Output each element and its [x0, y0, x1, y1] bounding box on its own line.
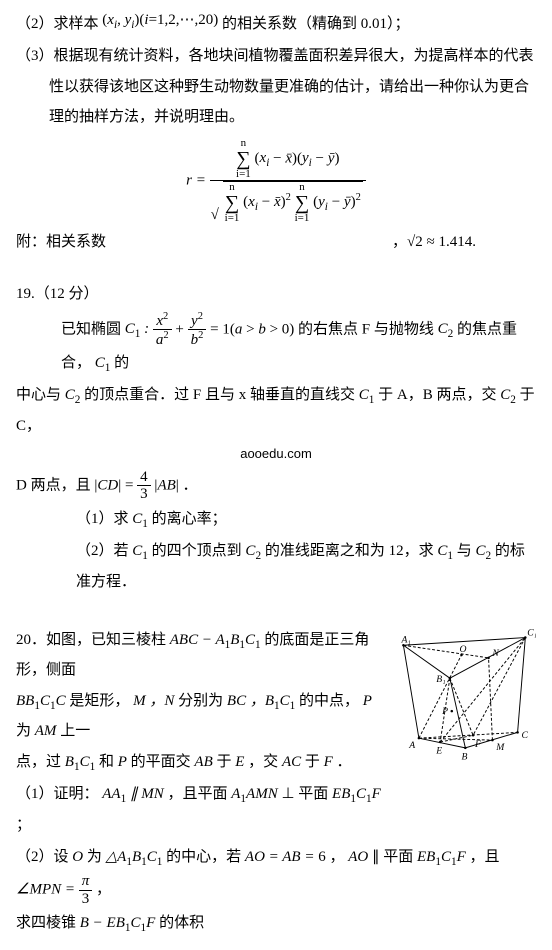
- svg-text:E: E: [435, 746, 442, 757]
- q20-l1a: 20．如图，已知三棱柱: [16, 632, 166, 648]
- q20-s3: 求四棱锥 B − EB1C1F 的体积: [16, 909, 536, 939]
- q19-head: 19.（12 分）: [16, 280, 536, 309]
- svg-text:M: M: [495, 742, 505, 753]
- svg-text:C₁: C₁: [527, 628, 536, 639]
- q18-p2-lead: （2）求样本: [16, 16, 99, 32]
- q20-l1: 20．如图，已知三棱柱 ABC − A1B1C1 的底面是正三角形，侧面: [16, 626, 382, 685]
- svg-text:A: A: [408, 740, 415, 751]
- q19-l2: 中心与 C2 的顶点重合．过 F 且与 x 轴垂直的直线交 C1 于 A，B 两…: [16, 381, 536, 440]
- q19-s2: （2）若 C1 的四个顶点到 C2 的准线距离之和为 12，求 C1 与 C2 …: [16, 537, 536, 596]
- q18-part2: （2）求样本 (xi, yi)(i=1,2,⋯,20) 的相关系数（精确到 0.…: [16, 10, 536, 40]
- q20-s1: （1）证明： AA1 ∥ MN ，且平面 A1AMN ⊥ 平面 EB1C1F ；: [16, 780, 382, 839]
- q19-C2a: C2: [438, 321, 454, 337]
- svg-text:P: P: [441, 706, 448, 717]
- q18-comma: ，: [392, 228, 407, 257]
- svg-text:B₁: B₁: [436, 674, 445, 685]
- q20-s2: （2）设 O 为 △A1B1C1 的中心，若 AO = AB = 6 ， AO …: [16, 843, 536, 907]
- q19-l2c: 于 A，B 两点，交: [378, 387, 496, 403]
- q18-part3-l3: 理的抽样方法，并说明理由。: [16, 103, 536, 132]
- q19-s1: （1）求 C1 的离心率；: [16, 505, 536, 535]
- q20-figure: A B C A₁ B₁ C₁ E F M N O P: [386, 624, 536, 764]
- r-equals: r =: [186, 172, 206, 188]
- q19-s2-lead: （2）若: [76, 543, 129, 559]
- q19-l3end: ．: [183, 477, 198, 493]
- svg-text:B: B: [461, 752, 467, 760]
- q18-part3-l1: （3）根据现有统计资料，各地块间植物覆盖面积差异很大，为提高样本的代表: [16, 42, 536, 71]
- q18-part3-l2: 性以获得该地区这种野生动物数量更准确的估计，请给出一种你认为更合: [16, 73, 536, 102]
- q19-l2b: 的顶点重合．过 F 且与 x 轴垂直的直线交: [84, 387, 355, 403]
- q18-appendix-label: 附：相关系数: [16, 228, 106, 257]
- q19-l2a: 中心与: [16, 387, 61, 403]
- q18-formula-r: r = n∑i=1 (xi − x̄)(yi − ȳ) n∑i=1 (xi − …: [16, 138, 536, 224]
- q19-l1b: 的右焦点 F 与抛物线: [298, 321, 434, 337]
- svg-text:F: F: [474, 739, 481, 750]
- q19-cond: = 1(a > b > 0): [210, 321, 294, 337]
- prism-diagram: A B C A₁ B₁ C₁ E F M N O P: [386, 624, 536, 759]
- svg-text:A₁: A₁: [400, 634, 410, 645]
- q19-l3a: D 两点，且: [16, 477, 91, 493]
- q19-s1-lead: （1）求: [76, 511, 129, 527]
- q19-C1a: C1: [95, 355, 111, 371]
- q18-period: .: [472, 228, 476, 257]
- q20-l2: BB1C1C 是矩形， M ，N 分别为 BC ，B1C1 的中点， P 为 A…: [16, 687, 382, 746]
- q18-sqrt2: √2 ≈ 1.414: [407, 228, 472, 257]
- svg-text:O: O: [460, 644, 467, 655]
- q19-l3: D 两点，且 |CD| = 43 |AB| ．: [16, 469, 536, 503]
- q18-p2-tail: 的相关系数（精确到 0.01）；: [222, 16, 410, 32]
- q20-prism: ABC − A1B1C1: [170, 632, 261, 648]
- q19-l1: 已知椭圆 C1 : x2a2 + y2b2 = 1(a > b > 0) 的右焦…: [16, 311, 536, 379]
- svg-text:N: N: [491, 648, 499, 659]
- svg-text:C: C: [521, 730, 528, 741]
- r-fraction: n∑i=1 (xi − x̄)(yi − ȳ) n∑i=1 (xi − x̄)2…: [210, 138, 366, 224]
- q19-l1d: 的: [114, 355, 129, 371]
- q19-C1-label: C1 :: [125, 321, 149, 337]
- q19-s1-tail: 的离心率；: [152, 511, 227, 527]
- q20-l3: 点，过 B1C1 和 P 的平面交 AB 于 E ，交 AC 于 F ．: [16, 748, 382, 778]
- q19-plus: +: [175, 321, 183, 337]
- q18-p2-expr: (xi, yi)(i=1,2,⋯,20): [102, 12, 218, 28]
- q18-appendix-row: 附：相关系数 ， √2 ≈ 1.414 .: [16, 228, 536, 257]
- watermark: aooedu.com: [16, 442, 536, 467]
- q19-l1a: 已知椭圆: [61, 321, 121, 337]
